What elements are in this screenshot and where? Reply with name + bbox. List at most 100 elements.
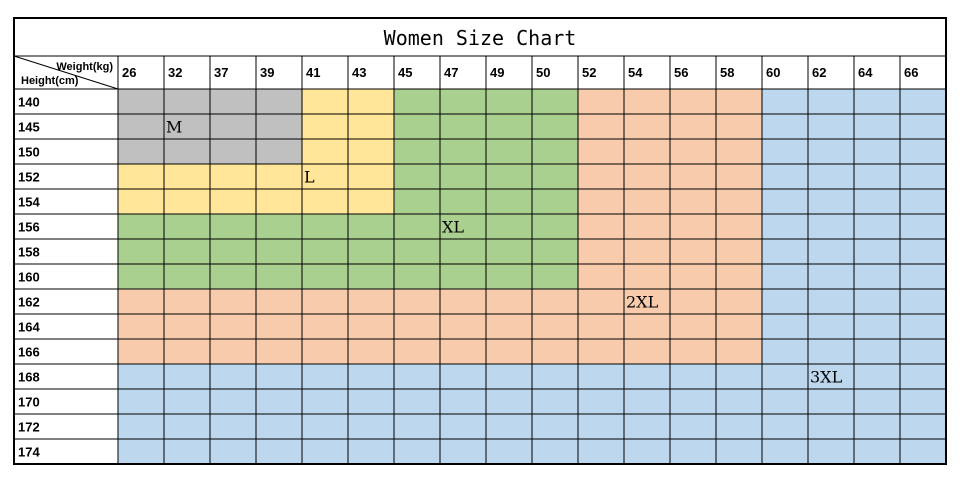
weight-header: 64 [858, 65, 873, 80]
size-cell [670, 89, 716, 114]
size-cell [348, 364, 394, 389]
corner-weight-label: Weight(kg) [56, 61, 113, 73]
weight-header: 39 [260, 65, 274, 80]
height-header: 168 [18, 370, 40, 385]
size-cell [440, 314, 486, 339]
weight-header: 60 [766, 65, 780, 80]
size-cell [808, 239, 854, 264]
size-cell [670, 214, 716, 239]
size-cell [716, 164, 762, 189]
size-cell [624, 439, 670, 464]
size-cell [164, 414, 210, 439]
size-cell [348, 214, 394, 239]
size-cell [256, 414, 302, 439]
size-cell [578, 189, 624, 214]
size-cell [118, 289, 164, 314]
size-cell [210, 139, 256, 164]
size-cell [578, 214, 624, 239]
height-header: 162 [18, 295, 40, 310]
size-cell [394, 339, 440, 364]
size-cell [440, 239, 486, 264]
size-cell [532, 339, 578, 364]
weight-header: 47 [444, 65, 458, 80]
size-cell [762, 314, 808, 339]
size-cell [716, 189, 762, 214]
size-cell [486, 139, 532, 164]
size-cell [302, 89, 348, 114]
size-label: M [166, 118, 182, 137]
size-cell [624, 414, 670, 439]
size-cell [670, 364, 716, 389]
size-cell [716, 264, 762, 289]
size-cell [670, 239, 716, 264]
size-cell [394, 239, 440, 264]
weight-header: 52 [582, 65, 596, 80]
size-cell [256, 139, 302, 164]
size-cell [486, 114, 532, 139]
weight-header: 56 [674, 65, 688, 80]
size-cell [164, 264, 210, 289]
grid-layer [13, 17, 947, 465]
size-cell [210, 114, 256, 139]
size-cell [854, 139, 900, 164]
size-cell [210, 264, 256, 289]
size-cell [900, 114, 946, 139]
size-cell [302, 189, 348, 214]
size-cell [762, 164, 808, 189]
size-cell [164, 239, 210, 264]
size-cell [256, 289, 302, 314]
size-cell [716, 114, 762, 139]
size-cell [394, 289, 440, 314]
size-cell [808, 114, 854, 139]
height-header: 160 [18, 270, 40, 285]
size-cell [900, 214, 946, 239]
size-cell [118, 89, 164, 114]
size-cell [348, 264, 394, 289]
size-cell [624, 389, 670, 414]
size-cell [164, 89, 210, 114]
size-cell [486, 364, 532, 389]
weight-header: 66 [904, 65, 918, 80]
size-cell [808, 89, 854, 114]
size-cell [808, 289, 854, 314]
size-cell [256, 389, 302, 414]
size-cell [532, 264, 578, 289]
size-cell [624, 339, 670, 364]
size-cell [624, 214, 670, 239]
size-cell [762, 239, 808, 264]
size-cell [532, 214, 578, 239]
size-cell [302, 114, 348, 139]
size-cell [532, 139, 578, 164]
size-cell [256, 164, 302, 189]
size-cell [394, 214, 440, 239]
size-cell [532, 89, 578, 114]
size-cell [348, 414, 394, 439]
size-cell [578, 239, 624, 264]
size-cell [486, 439, 532, 464]
size-cell [394, 364, 440, 389]
size-cell [210, 214, 256, 239]
size-cell [532, 114, 578, 139]
size-cell [164, 114, 210, 139]
size-cell [578, 89, 624, 114]
size-cell [808, 139, 854, 164]
size-cell [900, 239, 946, 264]
size-cell [854, 389, 900, 414]
size-cell [670, 189, 716, 214]
size-cell [210, 289, 256, 314]
size-cell [762, 89, 808, 114]
size-cell [486, 89, 532, 114]
size-cell [256, 239, 302, 264]
size-cell [762, 439, 808, 464]
size-cell [164, 289, 210, 314]
size-cell [440, 264, 486, 289]
size-cell [256, 114, 302, 139]
size-cell [532, 289, 578, 314]
weight-header: 41 [306, 65, 320, 80]
size-cell [578, 389, 624, 414]
size-cell [624, 164, 670, 189]
size-cell [348, 139, 394, 164]
size-cell [578, 339, 624, 364]
table-border [13, 17, 947, 465]
